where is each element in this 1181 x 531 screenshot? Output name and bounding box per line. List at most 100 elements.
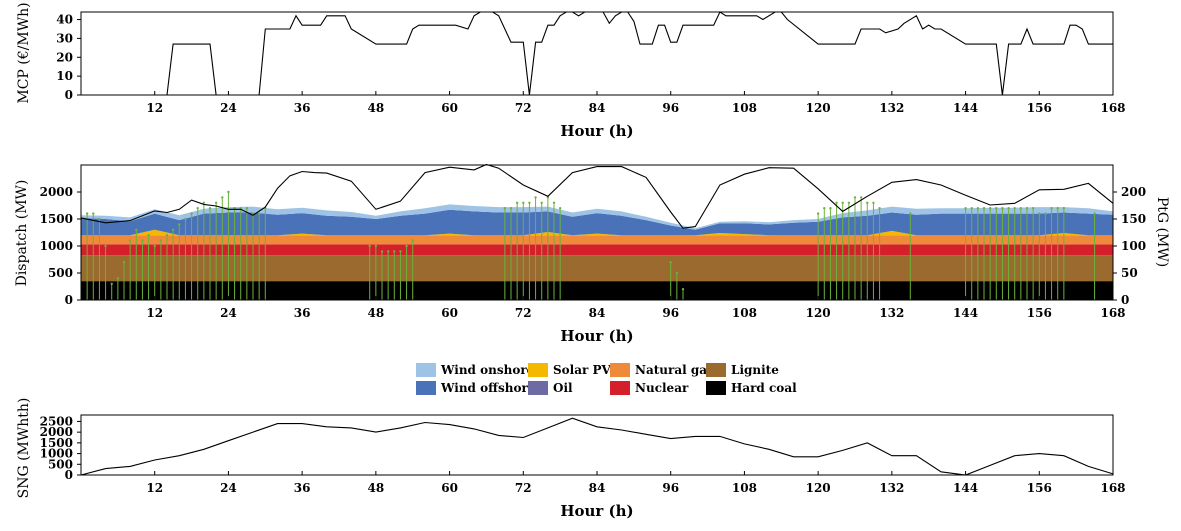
ptg-stem-marker xyxy=(522,201,525,204)
ptg-stem-marker xyxy=(399,250,402,253)
ptg-stem-marker xyxy=(1031,207,1035,210)
x-tick-label: 168 xyxy=(1100,306,1125,320)
x-tick-label: 60 xyxy=(441,101,458,115)
ptg-stem-marker xyxy=(823,207,826,210)
dispatch-plot-area xyxy=(80,163,1114,300)
x-tick-label: 24 xyxy=(220,101,237,115)
ptg-stem-marker xyxy=(171,228,175,231)
ptg-stem-marker xyxy=(681,288,685,291)
ptg-stem-marker xyxy=(1062,207,1066,210)
mcp-axes-frame xyxy=(80,11,1114,96)
ptg-stem-marker xyxy=(227,190,230,194)
ptg-stem-marker xyxy=(128,239,132,242)
x-tick-label: 60 xyxy=(441,306,458,320)
sng-series-line xyxy=(80,417,1114,476)
x-tick-label: 36 xyxy=(294,481,311,495)
y-tick-label: 2500 xyxy=(40,414,73,428)
legend-item: Oil xyxy=(528,381,573,395)
x-tick-label: 156 xyxy=(1027,306,1052,320)
y-tick-label: 1000 xyxy=(40,447,73,461)
x-tick-label: 120 xyxy=(806,306,831,320)
x-tick-label: 120 xyxy=(806,101,831,115)
ptg-stem-marker xyxy=(135,228,138,231)
legend-swatch xyxy=(610,381,630,395)
ptg-stem-marker xyxy=(1025,207,1029,210)
ptg-stem-marker xyxy=(1013,207,1016,210)
ptg-stem-marker xyxy=(159,239,163,242)
mcp-y-axis-label: MCP (€/MWh) xyxy=(16,2,32,103)
ptg-stem-marker xyxy=(835,201,838,204)
y-right-tick-label: 100 xyxy=(1121,239,1146,253)
mcp-plot-area xyxy=(81,11,1113,96)
mcp-y-ticks: 0 10 20 30 40 xyxy=(56,13,81,102)
y-tick-label: 1500 xyxy=(40,436,73,450)
legend-swatch xyxy=(528,381,548,395)
ptg-stem-marker xyxy=(202,201,206,204)
x-tick-label: 120 xyxy=(806,481,831,495)
legend-label: Nuclear xyxy=(635,381,689,395)
area-lignite xyxy=(81,255,1113,282)
ptg-stem-marker xyxy=(859,196,863,199)
ptg-stem-marker xyxy=(208,207,212,210)
legend: Wind onshore Solar PV Natural gas Lignite Wi… xyxy=(416,363,797,395)
legend-item: Wind offshore xyxy=(416,381,536,395)
ptg-stem-marker xyxy=(1001,207,1004,210)
dispatch-y-ticks: 0 500 1000 1500 2000 xyxy=(40,185,81,307)
legend-item: Solar PV xyxy=(528,363,612,377)
legend-label: Natural gas xyxy=(635,363,714,377)
ptg-stem-marker xyxy=(104,244,107,248)
legend-label: Oil xyxy=(553,381,573,395)
y-right-tick-label: 150 xyxy=(1121,212,1146,226)
y-tick-label: 1500 xyxy=(40,212,73,226)
x-tick-label: 96 xyxy=(662,101,679,115)
x-tick-label: 84 xyxy=(589,306,606,320)
ptg-y-axis-label: PtG (MW) xyxy=(1154,197,1170,267)
ptg-stem-marker xyxy=(190,212,193,215)
ptg-stem-marker xyxy=(552,201,556,204)
x-tick-label: 24 xyxy=(220,306,237,320)
ptg-stem-marker xyxy=(184,217,187,221)
x-tick-label: 84 xyxy=(589,481,606,495)
sng-y-axis-label: SNG (MWhth) xyxy=(16,398,32,499)
x-tick-label: 48 xyxy=(368,101,385,115)
mcp-panel: 12 24 36 48 60 72 84 96 108 120 132 144 156 168 0 10 20… xyxy=(16,2,1126,140)
dispatch-x-axis-label: Hour (h) xyxy=(560,327,633,345)
ptg-stem-marker xyxy=(540,201,543,204)
x-tick-label: 72 xyxy=(515,101,532,115)
ptg-stem-marker xyxy=(509,207,513,210)
legend-swatch xyxy=(528,363,548,377)
ptg-stem-marker xyxy=(116,277,120,280)
x-tick-label: 108 xyxy=(732,306,757,320)
ptg-stem-marker xyxy=(1044,212,1047,215)
area-nuclear xyxy=(81,244,1113,256)
legend-label: Solar PV xyxy=(553,363,612,377)
area-natural-gas xyxy=(81,235,1113,245)
ptg-stem-marker xyxy=(1050,207,1053,210)
ptg-stem-marker xyxy=(970,207,973,210)
y-tick-label: 500 xyxy=(48,266,73,280)
x-tick-label: 144 xyxy=(953,101,978,115)
ptg-stem-marker xyxy=(368,244,371,248)
ptg-stem-marker xyxy=(669,261,672,264)
x-tick-label: 132 xyxy=(879,306,904,320)
dispatch-x-ticks: 12 24 36 48 60 72 84 96 108 120 132 144 156 168 xyxy=(146,296,1126,320)
ptg-stem-marker xyxy=(257,212,261,215)
x-tick-label: 84 xyxy=(589,101,606,115)
ptg-stem-marker xyxy=(853,196,857,199)
legend-label: Wind offshore xyxy=(440,381,536,395)
ptg-stem-marker xyxy=(503,207,507,210)
ptg-stem-marker xyxy=(1038,212,1041,215)
sng-x-axis-label: Hour (h) xyxy=(560,502,633,520)
x-tick-label: 96 xyxy=(662,481,679,495)
ptg-stem-marker xyxy=(386,250,390,253)
area-wind-onshore xyxy=(81,204,1113,230)
ptg-stem-marker xyxy=(1056,207,1059,210)
ptg-stem-marker xyxy=(528,201,531,204)
ptg-stem-marker xyxy=(221,196,224,199)
legend-item: Wind onshore xyxy=(416,363,535,377)
ptg-stem-marker xyxy=(147,234,150,237)
ptg-stem-marker xyxy=(122,261,126,264)
mcp-x-axis-label: Hour (h) xyxy=(560,122,633,140)
sng-axes-frame xyxy=(80,414,1114,476)
